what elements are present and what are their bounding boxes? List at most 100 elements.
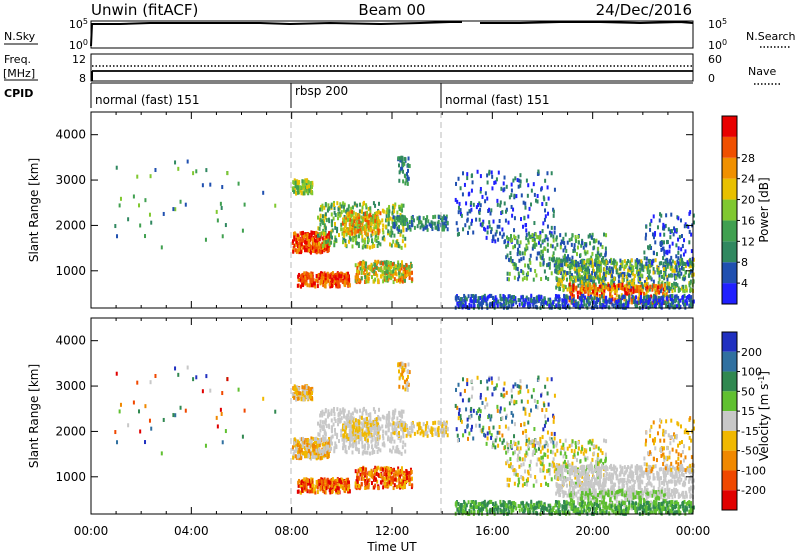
velocity-cell — [390, 431, 393, 436]
colorbar-segment — [722, 199, 737, 221]
power-cell — [331, 228, 334, 233]
power-cell — [291, 186, 294, 191]
power-cell — [677, 250, 680, 255]
power-cell — [658, 300, 661, 305]
power-cell — [334, 275, 337, 280]
power-cell — [395, 278, 398, 283]
power-cell — [559, 278, 562, 283]
velocity-cell — [298, 478, 301, 483]
velocity-cell — [303, 389, 306, 394]
power-cell — [404, 217, 407, 222]
power-cell — [529, 260, 532, 265]
velocity-cell — [293, 395, 296, 400]
power-cell — [319, 272, 322, 277]
power-cell — [379, 266, 382, 271]
power-cell — [435, 225, 438, 230]
power-cell — [558, 266, 561, 271]
power-cell — [664, 267, 667, 272]
power-cell — [309, 283, 312, 288]
velocity-cell — [297, 447, 300, 452]
power-cell — [486, 225, 489, 230]
power-cell — [313, 231, 316, 236]
power-cell — [602, 285, 605, 290]
colorbar-segment — [722, 283, 737, 304]
power-cell — [527, 304, 530, 309]
colorbar-tick-label: 12 — [741, 235, 755, 248]
power-cell — [650, 294, 653, 299]
power-cell — [357, 243, 360, 248]
velocity-cell — [385, 416, 388, 421]
power-cell — [563, 284, 566, 289]
power-cell — [563, 270, 566, 275]
power-cell — [585, 298, 588, 303]
velocity-cell — [139, 429, 142, 434]
power-cell — [403, 267, 406, 272]
velocity-cell — [310, 439, 313, 444]
power-cell — [387, 277, 390, 282]
power-cell — [578, 304, 581, 309]
velocity-cell — [331, 434, 334, 439]
power-cell — [674, 304, 677, 309]
velocity-cell — [318, 437, 321, 442]
power-cell — [430, 220, 433, 225]
power-cell — [686, 224, 689, 229]
power-cell — [543, 269, 546, 274]
power-cell — [546, 171, 549, 176]
velocity-cell — [293, 387, 296, 392]
power-cell — [597, 255, 600, 260]
power-cell — [521, 224, 524, 229]
velocity-cell — [352, 421, 355, 426]
power-cell — [390, 270, 393, 275]
velocity-cell — [370, 432, 373, 437]
power-cell — [556, 242, 559, 247]
power-cell — [398, 264, 401, 269]
velocity-cell — [354, 446, 357, 451]
power-cell — [658, 304, 661, 309]
power-cell — [516, 247, 519, 252]
velocity-cell — [241, 434, 244, 439]
velocity-cell — [340, 480, 343, 485]
power-cell — [309, 188, 312, 193]
power-cell — [632, 279, 635, 284]
power-cell — [390, 263, 393, 268]
power-cell — [620, 303, 623, 308]
power-cell — [670, 264, 673, 269]
power-cell — [457, 232, 460, 237]
power-cell — [317, 226, 320, 231]
power-cell — [583, 271, 586, 276]
power-cell — [394, 264, 397, 269]
power-cell — [592, 264, 595, 269]
power-cell — [293, 237, 296, 242]
power-cell — [524, 223, 527, 228]
velocity-cell — [321, 455, 324, 460]
velocity-cell — [149, 380, 152, 385]
velocity-cell — [326, 450, 329, 455]
power-cell — [381, 218, 384, 223]
power-cell — [321, 203, 324, 208]
power-cell — [582, 282, 585, 287]
power-cell — [318, 237, 321, 242]
velocity-cell — [317, 481, 320, 486]
power-cell — [496, 224, 499, 229]
power-cell — [545, 202, 548, 207]
velocity-cell — [340, 416, 343, 421]
power-cell — [628, 287, 631, 292]
power-cell — [528, 304, 531, 309]
power-cell — [510, 193, 513, 198]
power-cell — [688, 298, 691, 303]
power-cell — [419, 225, 422, 230]
power-cell — [649, 301, 652, 306]
power-cell — [355, 277, 358, 282]
colorbar-tick-label: 4 — [741, 277, 748, 290]
power-cell — [665, 274, 668, 279]
velocity-cell — [345, 434, 348, 439]
velocity-cell — [337, 439, 340, 444]
velocity-cell — [374, 420, 377, 425]
velocity-cell — [381, 442, 384, 447]
power-cell — [514, 296, 517, 301]
power-cell — [608, 305, 611, 310]
power-cell — [620, 272, 623, 277]
power-cell — [673, 295, 676, 300]
power-cell — [627, 289, 630, 294]
power-cell — [683, 274, 686, 279]
